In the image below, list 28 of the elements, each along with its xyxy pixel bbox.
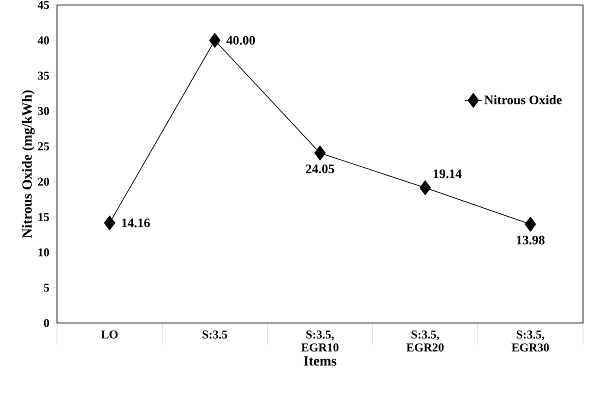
x-tick-label: S:3.5 — [202, 330, 228, 339]
x-tick-label: S:3.5, EGR30 — [512, 330, 549, 352]
y-tick-label: 15 — [38, 212, 50, 221]
y-tick-label: 25 — [38, 142, 50, 150]
point — [314, 146, 326, 160]
y-tick-label: 40 — [38, 36, 50, 44]
data-label: 24.05 — [306, 164, 334, 174]
x-axis-title: Items — [304, 356, 336, 366]
point — [209, 32, 220, 48]
point — [524, 216, 536, 232]
y-tick-label: 10 — [38, 248, 50, 256]
y-axis-title: Nitrous Oxide (mg/kWh) — [22, 90, 35, 238]
x-tick-label: LO — [101, 330, 118, 339]
y-tick-label: 30 — [38, 106, 50, 116]
data-label: 13.98 — [516, 236, 545, 244]
data-label: 19.14 — [434, 169, 462, 178]
y-tick-label: 20 — [38, 178, 50, 186]
point — [104, 216, 116, 230]
x-tick-label: S:3.5, EGR10 — [301, 330, 338, 352]
data-label: 40.00 — [226, 36, 255, 45]
y-tick-label: 5 — [44, 284, 50, 292]
legend-label: Nitrous Oxide — [484, 95, 562, 104]
y-tick-label: 45 — [38, 1, 50, 9]
data-label: 14.16 — [122, 218, 150, 228]
y-tick-label: 0 — [44, 318, 50, 328]
y-tick-label: 35 — [38, 72, 50, 80]
point — [420, 180, 431, 196]
x-tick-label: S:3.5, EGR20 — [406, 330, 444, 352]
